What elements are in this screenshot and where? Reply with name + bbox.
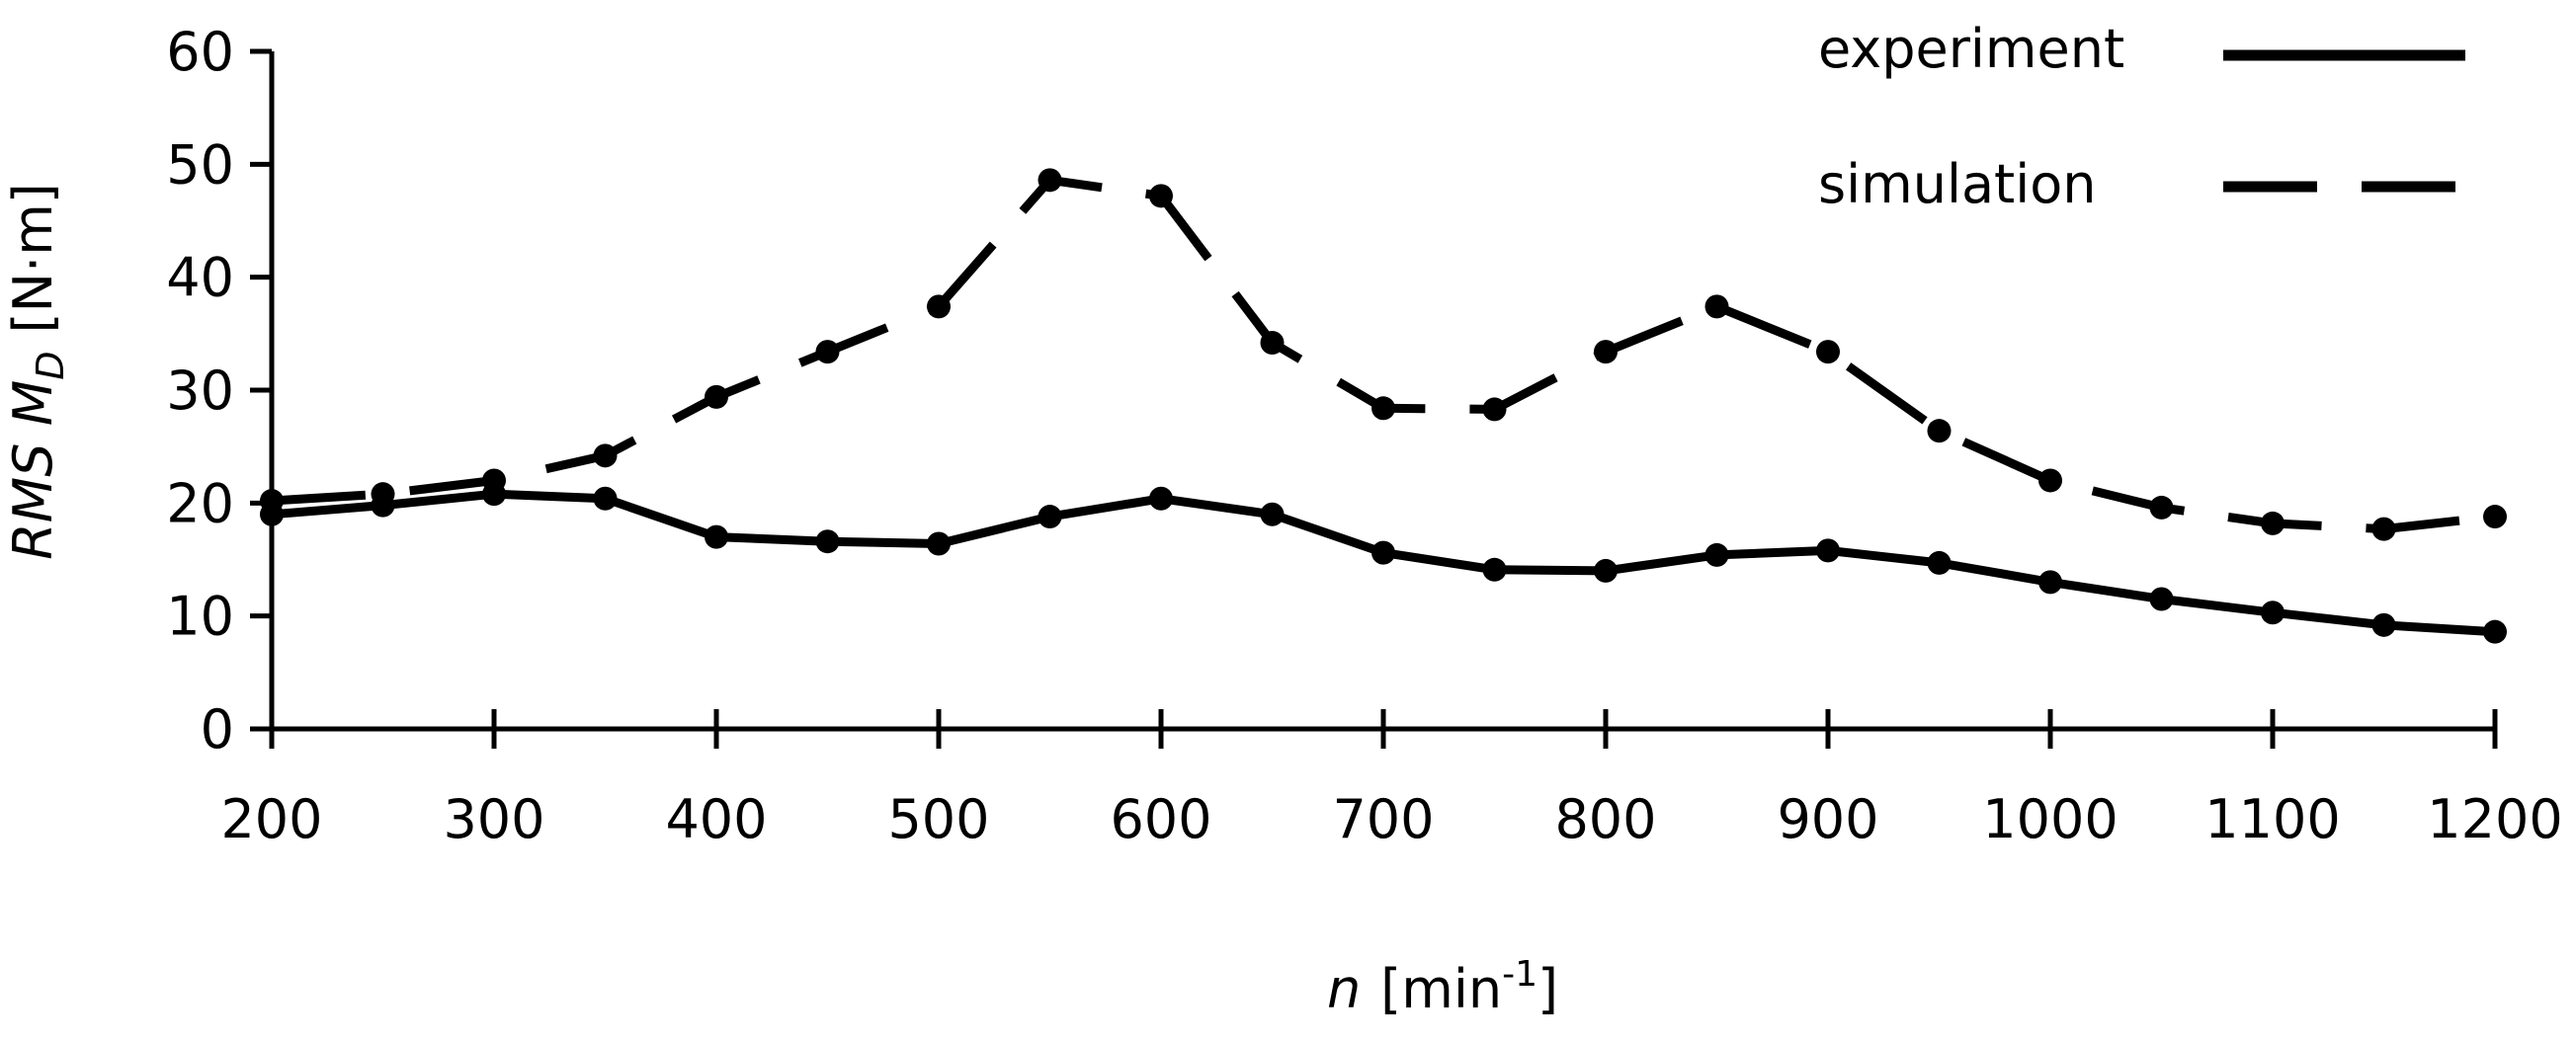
data-point-experiment [1038, 505, 1062, 529]
series-line-simulation [271, 175, 2496, 534]
data-point-simulation [927, 294, 951, 319]
y-axis-title: RMS MD [N·m] [2, 183, 72, 560]
data-point-simulation [1594, 340, 1618, 364]
y-axis-title-unit: [N·m] [2, 183, 64, 333]
legend: experiment simulation [1818, 18, 2465, 215]
data-point-experiment [1704, 542, 1729, 567]
x-tick-label: 200 [220, 788, 322, 850]
data-point-simulation [1927, 419, 1952, 443]
data-point-simulation [593, 443, 618, 468]
x-tick-label: 1100 [2204, 788, 2340, 850]
legend-label-simulation: simulation [1818, 153, 2097, 215]
y-tick-label: 10 [166, 586, 234, 648]
x-axis-title: n [min-1] [1327, 954, 1558, 1020]
y-axis-title-subscript: D [29, 351, 72, 379]
data-point-simulation [1371, 396, 1395, 421]
x-axis-title-unit-open: [min [1380, 958, 1502, 1020]
data-point-simulation [260, 489, 284, 514]
y-tick-label: 0 [201, 698, 234, 761]
x-axis-title-unit-close: ] [1537, 958, 1558, 1020]
series-experiment [260, 482, 2507, 644]
data-point-experiment [1927, 550, 1952, 575]
data-point-experiment [815, 529, 840, 554]
data-point-simulation [2371, 517, 2396, 541]
data-point-simulation [2261, 511, 2285, 535]
data-point-simulation [482, 468, 506, 493]
x-axis-title-unit-superscript: -1 [1502, 954, 1537, 995]
data-point-experiment [1482, 557, 1507, 582]
x-ticks: 200 300 400 500 600 700 800 900 1000 1100 1200 [220, 709, 2563, 850]
y-ticks: 0 10 20 30 40 50 60 [166, 21, 272, 761]
x-tick-label: 1200 [2427, 788, 2562, 850]
data-point-simulation [1038, 168, 1062, 193]
x-axis-title-variable: n [1327, 958, 1361, 1020]
data-point-experiment [2261, 601, 2285, 625]
data-point-simulation [371, 482, 395, 507]
y-axis-title-prefix: RMS M [2, 380, 64, 560]
data-point-experiment [1371, 540, 1395, 565]
legend-label-experiment: experiment [1818, 18, 2124, 80]
y-tick-label: 60 [166, 21, 234, 83]
y-tick-label: 30 [166, 360, 234, 422]
data-point-experiment [1594, 558, 1618, 583]
series-simulation [260, 168, 2507, 541]
data-point-simulation [1704, 294, 1729, 319]
data-point-experiment [1149, 486, 1173, 511]
data-point-simulation [1482, 397, 1507, 422]
data-point-experiment [593, 486, 618, 511]
axes: 0 10 20 30 40 50 60 200 300 400 500 600 700 800 900 10… [166, 21, 2562, 850]
x-tick-label: 800 [1554, 788, 1656, 850]
data-point-experiment [2038, 570, 2062, 595]
data-point-experiment [927, 531, 951, 556]
data-point-simulation [2483, 505, 2507, 529]
x-tick-label: 300 [443, 788, 544, 850]
y-tick-label: 40 [166, 247, 234, 309]
data-point-simulation [2038, 468, 2062, 493]
x-tick-label: 400 [665, 788, 767, 850]
data-point-experiment [2483, 619, 2507, 644]
data-point-experiment [1260, 502, 1285, 526]
data-point-experiment [705, 524, 728, 549]
data-point-simulation [2149, 495, 2174, 520]
data-point-simulation [1260, 330, 1285, 355]
data-point-experiment [1816, 538, 1840, 563]
x-tick-label: 900 [1777, 788, 1878, 850]
y-tick-label: 20 [166, 472, 234, 534]
x-tick-label: 600 [1110, 788, 1211, 850]
x-tick-label: 500 [887, 788, 989, 850]
series-layer [260, 168, 2507, 644]
data-point-experiment [2149, 587, 2174, 611]
data-point-experiment [2371, 612, 2396, 637]
data-point-simulation [1149, 184, 1173, 208]
data-point-simulation [705, 384, 728, 409]
x-tick-label: 1000 [1982, 788, 2118, 850]
data-point-simulation [815, 340, 840, 364]
x-tick-label: 700 [1332, 788, 1434, 850]
y-tick-label: 50 [166, 133, 234, 196]
data-point-simulation [1816, 340, 1840, 364]
